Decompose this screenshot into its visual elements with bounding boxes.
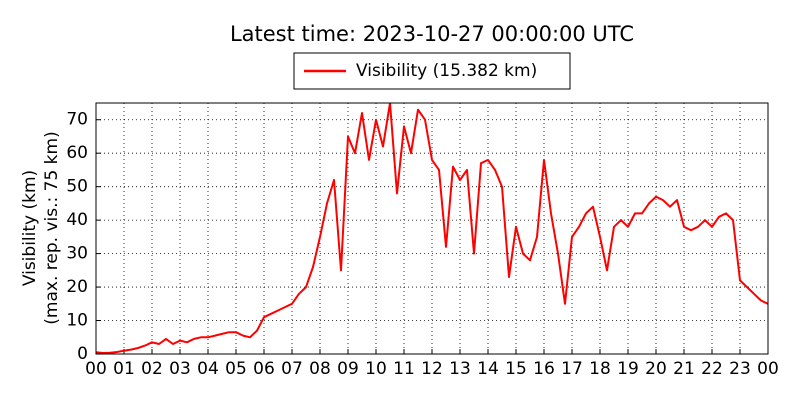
y-tick-label: 70: [66, 110, 88, 130]
chart-title: Latest time: 2023-10-27 00:00:00 UTC: [230, 22, 634, 46]
x-tick-label: 02: [141, 359, 163, 379]
x-tick-label: 00: [85, 359, 107, 379]
x-tick-label: 03: [169, 359, 191, 379]
data-line: [96, 103, 768, 354]
x-tick-label: 06: [253, 359, 275, 379]
x-tick-label: 13: [449, 359, 471, 379]
x-tick-label: 12: [421, 359, 443, 379]
x-tick-label: 22: [701, 359, 723, 379]
x-tick-label: 10: [365, 359, 387, 379]
y-tick-label: 20: [66, 277, 88, 297]
plot-frame: [95, 102, 769, 355]
x-tick-label: 14: [477, 359, 499, 379]
x-tick-label: 21: [673, 359, 695, 379]
x-tick-label: 20: [645, 359, 667, 379]
x-tick-label: 07: [281, 359, 303, 379]
x-tick-label: 01: [113, 359, 135, 379]
y-tick-label: 0: [77, 344, 88, 364]
y-tick-label: 10: [66, 311, 88, 331]
x-tick-label: 04: [197, 359, 219, 379]
y-tick-label: 50: [66, 177, 88, 197]
x-tick-label: 15: [505, 359, 527, 379]
x-tick-label: 16: [533, 359, 555, 379]
x-tick-label: 09: [337, 359, 359, 379]
y-tick-label: 60: [66, 143, 88, 163]
y-tick-label: 40: [66, 210, 88, 230]
x-tick-label: 23: [729, 359, 751, 379]
x-tick-label: 19: [617, 359, 639, 379]
x-tick-label: 18: [589, 359, 611, 379]
x-tick-label: 17: [561, 359, 583, 379]
y-axis-label: Visibility (km): [20, 170, 40, 286]
y-axis-label: (max. rep. vis.: 75 km): [42, 131, 62, 324]
x-tick-label: 05: [225, 359, 247, 379]
x-tick-label: 00: [757, 359, 779, 379]
legend-label: Visibility (15.382 km): [356, 61, 537, 81]
x-tick-label: 11: [393, 359, 415, 379]
x-tick-label: 08: [309, 359, 331, 379]
y-tick-label: 30: [66, 244, 88, 264]
